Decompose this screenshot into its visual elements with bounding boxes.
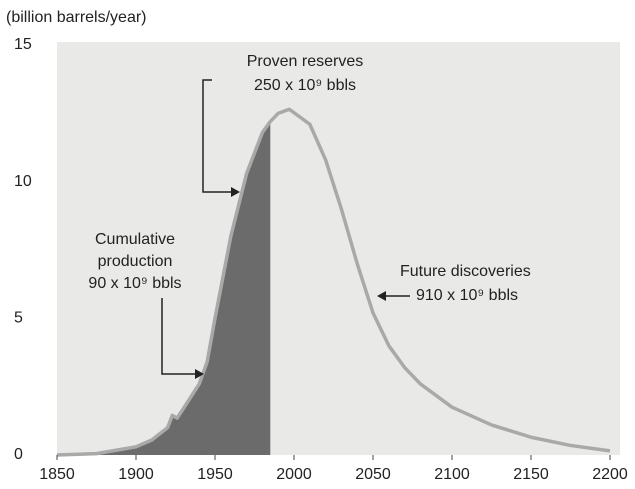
annotation: Cumulative: [95, 231, 175, 248]
y-tick-label: 0: [14, 446, 23, 463]
arrow-heads: [195, 187, 386, 379]
x-tick-label: 2100: [434, 466, 470, 483]
annotation: 910 x 10⁹ bbls: [416, 287, 518, 304]
x-tick-label: 1900: [118, 466, 154, 483]
y-tick-label: 15: [14, 36, 32, 53]
x-tick-label: 1950: [197, 466, 233, 483]
arrow-head: [377, 291, 386, 301]
x-tick-label: 2050: [355, 466, 391, 483]
arrow: [161, 298, 196, 375]
annotation: production: [98, 253, 173, 270]
curve: [56, 107, 611, 457]
arrow-head: [195, 369, 204, 379]
annotation-arrows: [161, 79, 410, 375]
annotation: Future discoveries: [400, 263, 531, 280]
arrow: [202, 79, 232, 193]
y-tick-label: 10: [14, 173, 32, 190]
x-tick-label: 2200: [592, 466, 628, 483]
annotation: 90 x 10⁹ bbls: [88, 275, 181, 292]
shaded-area: [57, 121, 271, 456]
annotation: 250 x 10⁹ bbls: [254, 77, 356, 94]
x-tick-label: 1850: [39, 466, 75, 483]
arrow-head: [231, 187, 240, 197]
x-tick-label: 2150: [513, 466, 549, 483]
y-tick-label: 5: [14, 310, 23, 327]
plot-background: [57, 42, 620, 455]
y-axis-label: (billion barrels/year): [6, 9, 147, 26]
x-tick-label: 2000: [276, 466, 312, 483]
annotation: Proven reserves: [247, 53, 364, 70]
